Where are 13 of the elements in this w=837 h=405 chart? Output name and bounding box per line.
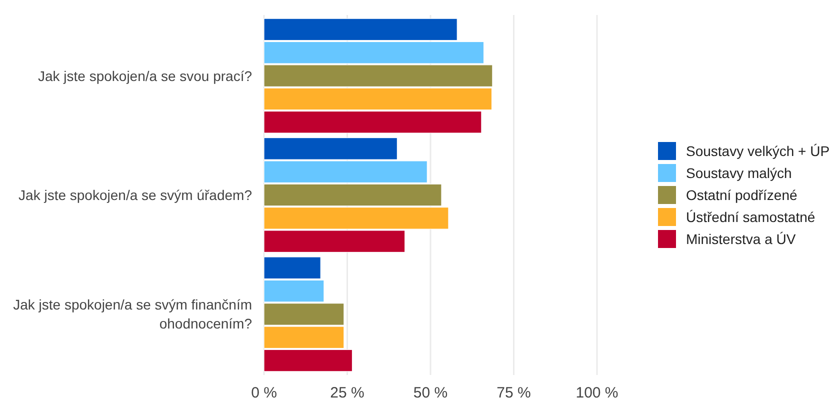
legend-label: Ústřední samostatné: [686, 209, 816, 225]
x-tick-label: 25 %: [330, 384, 364, 402]
legend-label: Ostatní podřízené: [686, 187, 798, 203]
x-tick-label: 50 %: [413, 384, 448, 402]
legend-label: Soustavy velkých + ÚP: [686, 143, 830, 159]
x-tick-label: 75 %: [496, 384, 531, 402]
legend-label: Soustavy malých: [686, 165, 792, 181]
y-tick-label: Jak jste spokojen/a se svým úřadem?: [18, 187, 252, 203]
x-tick-label: 100 %: [576, 384, 618, 402]
legend-label: Ministerstva a ÚV: [686, 231, 796, 247]
x-tick-label: 0 %: [251, 384, 277, 402]
y-tick-label: Jak jste spokojen/a se svou prací?: [38, 68, 252, 84]
y-tick-label: Jak jste spokojen/a se svým finančním ohodnocením?: [13, 296, 252, 332]
